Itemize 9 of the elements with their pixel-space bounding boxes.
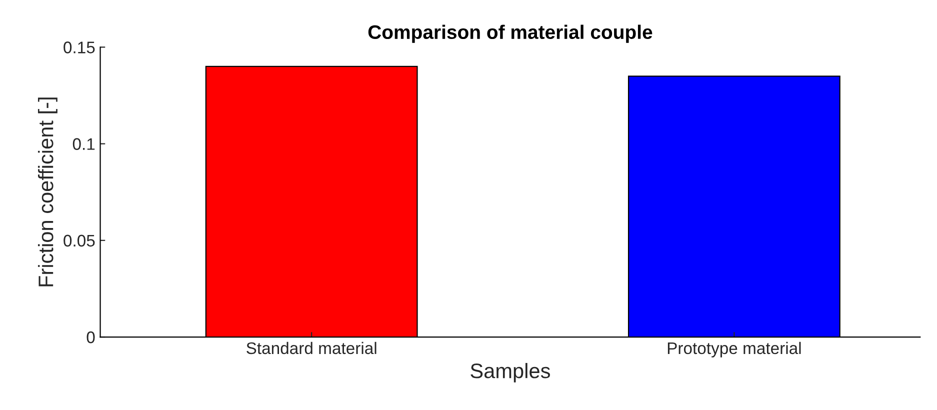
- x-tick-label: Prototype material: [668, 342, 801, 358]
- chart-title: Comparison of material couple: [368, 24, 652, 43]
- x-axis-title: Samples: [470, 362, 550, 382]
- x-tick-label: Standard material: [246, 342, 376, 354]
- y-tick-label: 0.1: [72, 138, 95, 150]
- y-tick-label: 0.05: [64, 234, 95, 247]
- y-tick-label: 0.15: [64, 42, 95, 54]
- y-axis-title: Friction coefficient [-]: [38, 98, 58, 286]
- y-tick-label: 0: [86, 331, 95, 344]
